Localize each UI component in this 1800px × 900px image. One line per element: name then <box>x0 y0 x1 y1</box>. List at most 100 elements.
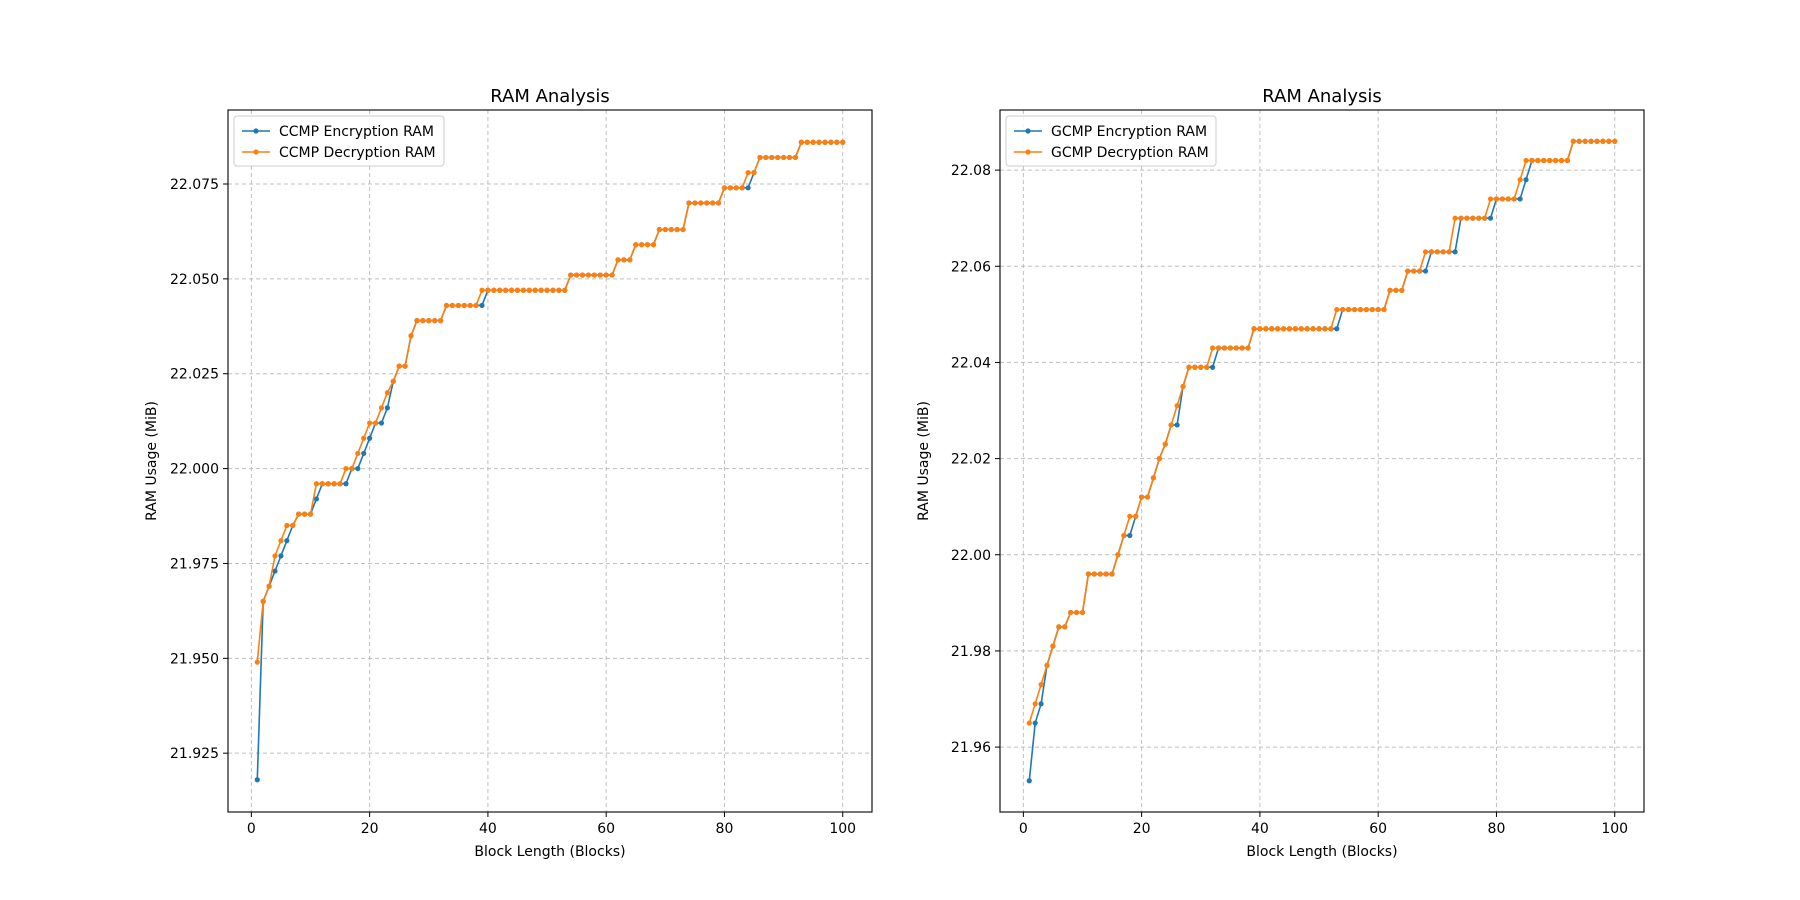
data-point <box>1393 287 1399 293</box>
legend: GCMP Encryption RAM GCMP Decryption RAM <box>1005 115 1217 167</box>
data-point <box>272 553 278 559</box>
data-point <box>644 242 651 248</box>
y-tick-label: 22.04 <box>951 355 991 371</box>
data-point <box>780 154 787 161</box>
data-point <box>1056 624 1062 630</box>
data-point <box>816 139 822 145</box>
data-point <box>1245 345 1251 351</box>
data-point <box>1487 196 1494 202</box>
data-point <box>1499 196 1505 202</box>
data-point <box>1210 364 1216 370</box>
data-point <box>680 226 686 233</box>
data-point <box>479 287 485 293</box>
data-point <box>384 405 390 411</box>
data-point <box>1304 326 1310 332</box>
series-markers-1 <box>1026 138 1618 726</box>
x-tick-label: 0 <box>1019 821 1028 837</box>
data-point <box>1275 326 1281 332</box>
legend-marker-1 <box>253 149 259 155</box>
data-point <box>1032 701 1038 707</box>
data-point <box>650 242 657 248</box>
data-point <box>1369 306 1375 313</box>
data-point <box>343 465 349 472</box>
x-axis-label: Block Length (Blocks) <box>474 844 625 860</box>
data-point <box>686 200 692 206</box>
data-point <box>1523 157 1529 164</box>
data-point <box>473 302 479 309</box>
data-point <box>278 538 284 544</box>
data-point <box>1263 326 1269 332</box>
data-point <box>568 272 574 278</box>
data-point <box>1192 364 1198 370</box>
data-point <box>378 420 385 426</box>
data-point <box>733 185 739 191</box>
data-point <box>414 318 420 324</box>
data-point <box>526 287 532 293</box>
data-point <box>1517 196 1523 202</box>
data-point <box>1038 681 1044 688</box>
data-point <box>1062 624 1068 630</box>
ccmp-ram-chart: 0 20 40 60 80 100 21.925 21.950 21.975 22.000 22.0… <box>144 86 873 860</box>
data-point <box>307 511 314 517</box>
data-point <box>254 777 260 783</box>
data-point <box>1310 326 1316 332</box>
data-point <box>355 450 361 457</box>
y-axis-label: RAM Usage (MiB) <box>144 401 160 521</box>
data-point <box>1505 196 1511 202</box>
data-point <box>1050 643 1056 649</box>
data-point <box>1133 513 1139 519</box>
data-point <box>745 185 751 191</box>
legend-marker-1 <box>1025 149 1031 155</box>
data-point <box>1026 778 1032 784</box>
data-point <box>822 139 828 145</box>
data-point <box>361 435 367 441</box>
data-point <box>260 598 266 605</box>
data-point <box>1079 609 1086 616</box>
data-point <box>603 272 609 278</box>
data-point <box>1523 177 1529 183</box>
series-line-1 <box>256 141 843 663</box>
data-point <box>491 287 497 293</box>
data-point <box>1298 326 1304 332</box>
data-point <box>745 170 751 176</box>
data-point <box>1127 513 1133 519</box>
data-point <box>763 154 769 161</box>
series-markers-1 <box>254 139 846 665</box>
data-point <box>1375 306 1381 313</box>
data-point <box>337 481 343 487</box>
data-point <box>1091 571 1097 577</box>
data-point <box>532 287 538 293</box>
y-tick-label: 22.00 <box>951 548 991 564</box>
data-point <box>485 287 491 293</box>
data-point <box>1387 287 1393 293</box>
data-point <box>384 390 390 396</box>
data-point <box>1180 383 1186 390</box>
data-point <box>798 139 804 145</box>
data-point <box>1541 157 1547 164</box>
data-point <box>1044 662 1050 668</box>
data-point <box>727 185 733 191</box>
data-point <box>1576 138 1582 144</box>
data-point <box>1428 249 1434 255</box>
x-tick-label: 20 <box>1133 821 1151 837</box>
x-tick-label: 60 <box>597 821 615 837</box>
data-point <box>372 420 379 426</box>
data-point <box>1239 345 1245 351</box>
data-point <box>1357 306 1364 313</box>
data-point <box>266 583 272 589</box>
legend-label-1: GCMP Decryption RAM <box>1051 145 1209 161</box>
data-point <box>1547 157 1553 164</box>
data-point <box>1476 215 1482 221</box>
data-point <box>585 272 592 278</box>
data-point <box>1470 215 1476 221</box>
data-point <box>656 226 663 233</box>
data-point <box>1363 306 1369 313</box>
data-point <box>1422 268 1429 274</box>
data-point <box>757 154 763 161</box>
data-point <box>390 378 396 384</box>
data-point <box>633 242 639 248</box>
data-point <box>1458 215 1464 221</box>
data-point <box>1588 138 1594 144</box>
data-point <box>284 522 290 529</box>
data-point <box>1109 571 1115 577</box>
